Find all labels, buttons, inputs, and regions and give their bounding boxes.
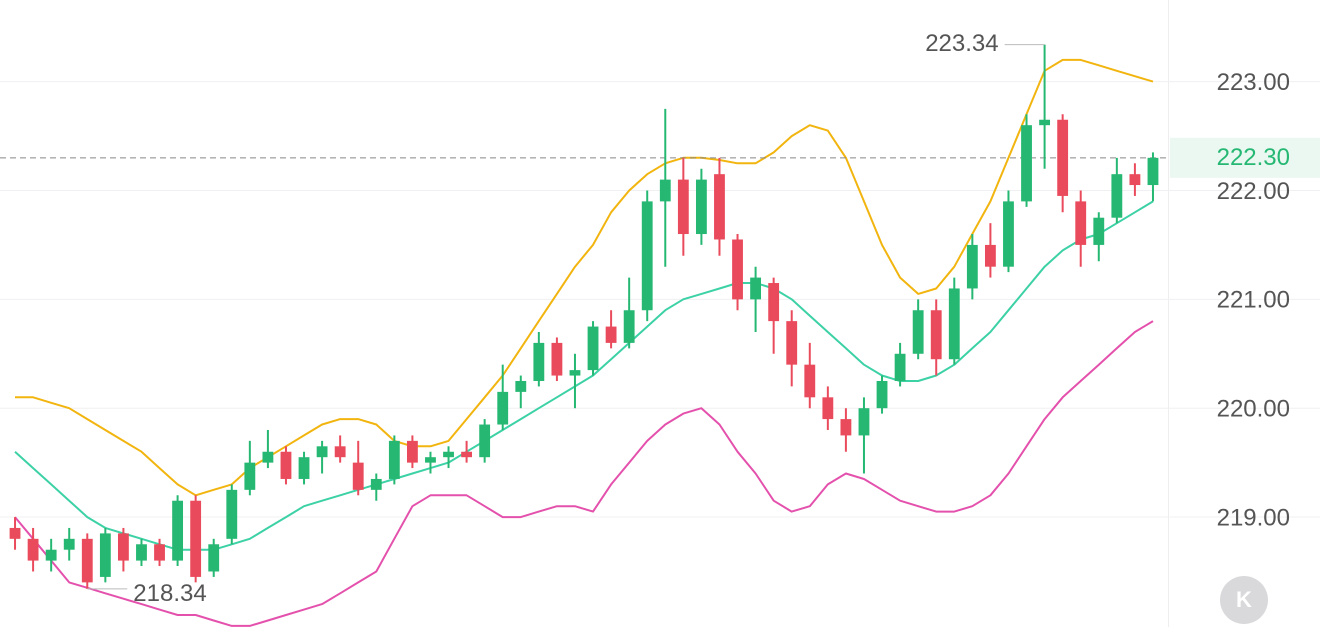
candle-body <box>659 179 671 202</box>
kline-button-icon[interactable]: K <box>1236 587 1252 612</box>
candle-body <box>1147 157 1159 186</box>
candle-body <box>804 364 816 398</box>
y-tick-label: 219.00 <box>1217 504 1290 531</box>
candle-body <box>912 310 924 354</box>
max-annotation: 223.34 <box>925 30 998 57</box>
band-line <box>15 58 1154 497</box>
candle-body <box>226 489 238 539</box>
candle-body <box>822 397 834 420</box>
candle-body <box>370 478 382 490</box>
candle-body <box>569 370 581 376</box>
candle-body <box>984 244 996 267</box>
candle-body <box>388 440 400 479</box>
candle-body <box>786 321 798 365</box>
candle-body <box>1039 119 1051 126</box>
candle-body <box>930 310 942 360</box>
candle-body <box>27 538 39 561</box>
candle-body <box>497 391 509 425</box>
band-line <box>14 200 1154 551</box>
candle-body <box>840 419 852 436</box>
candle-body <box>316 446 328 458</box>
candle-body <box>280 451 292 479</box>
candle-body <box>695 179 707 235</box>
candle-body <box>623 310 635 343</box>
candle-body <box>515 380 527 392</box>
band-line <box>14 320 1154 627</box>
candle-body <box>858 408 870 436</box>
candle-body <box>425 457 436 463</box>
candle-body <box>1075 201 1087 245</box>
candle-body <box>768 283 780 322</box>
candle-body <box>334 446 346 458</box>
y-tick-label: 220.00 <box>1217 396 1290 423</box>
candle-body <box>45 549 57 561</box>
candle-body <box>714 174 725 240</box>
candle-body <box>876 380 888 409</box>
y-tick-label: 221.00 <box>1217 287 1290 314</box>
candle-body <box>9 527 21 539</box>
candle-body <box>172 500 184 561</box>
candle-body <box>1003 201 1014 267</box>
candle-body <box>732 239 743 300</box>
candle-body <box>352 462 364 490</box>
candle-body <box>641 201 653 311</box>
candle-body <box>894 353 906 381</box>
candle-body <box>298 457 310 479</box>
candle-body <box>443 451 454 458</box>
candle-body <box>587 326 599 371</box>
candle-body <box>244 462 256 490</box>
candle-body <box>1111 174 1123 218</box>
y-tick-label: 223.00 <box>1217 69 1290 96</box>
candle-body <box>750 277 762 300</box>
candle-body <box>81 538 93 583</box>
candle-body <box>551 342 563 376</box>
candle-body <box>63 538 75 550</box>
candle-body <box>948 288 960 360</box>
candle-body <box>1057 119 1069 196</box>
candle-body <box>1093 217 1105 245</box>
last-price-label: 222.30 <box>1217 144 1290 171</box>
candle-body <box>1129 174 1141 186</box>
candle-body <box>406 440 418 463</box>
candle-body <box>479 424 491 458</box>
candle-body <box>154 544 165 561</box>
candle-body <box>117 533 129 561</box>
candle-body <box>190 500 202 577</box>
candle-body <box>605 326 617 343</box>
min-annotation: 218.34 <box>133 580 206 607</box>
candle-body <box>966 244 978 289</box>
candle-body <box>461 451 473 458</box>
candle-body <box>136 544 147 561</box>
candle-body <box>99 533 111 577</box>
candle-body <box>677 179 689 235</box>
candle-body <box>1021 125 1032 202</box>
candle-body <box>262 451 274 463</box>
candle-body <box>208 544 220 572</box>
last-price-badge <box>1170 137 1320 178</box>
kline-button[interactable] <box>1220 576 1268 624</box>
y-tick-label: 222.00 <box>1217 178 1290 205</box>
candle-body <box>533 342 545 381</box>
